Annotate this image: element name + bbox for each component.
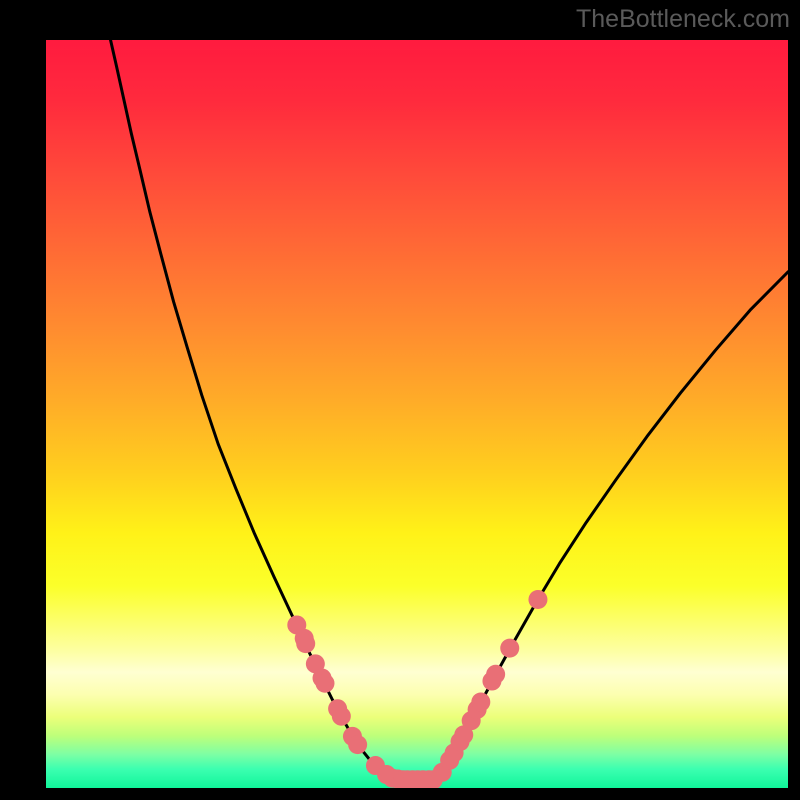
curve-marker: [348, 735, 367, 754]
curve-marker: [528, 590, 547, 609]
curve-marker: [471, 692, 490, 711]
curve-markers: [46, 40, 788, 788]
curve-marker: [315, 674, 334, 693]
frame-border: [0, 788, 800, 800]
frame-border: [0, 40, 46, 788]
plot-area: [46, 40, 788, 788]
curve-marker: [332, 707, 351, 726]
curve-marker: [296, 634, 315, 653]
frame-border: [788, 40, 800, 788]
curve-marker: [500, 639, 519, 658]
chart-canvas: TheBottleneck.com: [0, 0, 800, 800]
watermark: TheBottleneck.com: [576, 5, 790, 34]
curve-marker: [486, 665, 505, 684]
